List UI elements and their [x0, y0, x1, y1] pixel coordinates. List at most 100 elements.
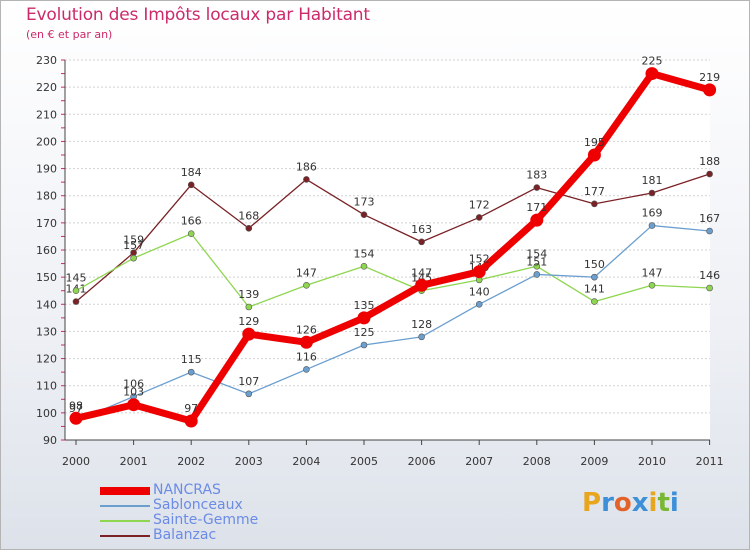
legend-item-sainte-gemme: Sainte-Gemme: [100, 513, 320, 528]
legend-swatch-sablonceaux: [100, 505, 150, 507]
x-tick-label-2006: 2006: [408, 455, 436, 468]
data-point-balanzac-2005: [360, 211, 368, 219]
data-label-sainte-gemme-2005: 154: [354, 247, 375, 260]
data-point-nancras-2005: [357, 311, 371, 325]
x-tick-label-2002: 2002: [177, 455, 205, 468]
data-point-balanzac-2002: [187, 181, 195, 189]
data-point-balanzac-2003: [245, 224, 253, 232]
data-point-sainte-gemme-2011: [706, 284, 713, 292]
x-tick-label-2010: 2010: [638, 455, 666, 468]
y-tick-label-190: 190: [36, 163, 57, 176]
proxiti-logo: Proxiti: [582, 488, 679, 518]
data-label-sablonceaux-2006: 128: [411, 318, 432, 331]
data-point-sainte-gemme-2005: [360, 262, 368, 270]
data-point-balanzac-2008: [533, 184, 541, 191]
legend-label-nancras: NANCRAS: [153, 482, 221, 498]
logo-letter: i: [648, 488, 658, 518]
y-tick-label-210: 210: [36, 108, 57, 121]
data-point-sainte-gemme-2010: [648, 281, 656, 289]
y-tick-label-150: 150: [36, 271, 57, 284]
x-tick-label-2005: 2005: [350, 455, 378, 468]
chart-subtitle: (en € et par an): [26, 28, 113, 41]
legend-item-nancras: NANCRAS: [100, 483, 320, 498]
y-tick-label-140: 140: [36, 298, 57, 311]
data-label-balanzac-2006: 163: [411, 223, 432, 236]
logo-letter: r: [601, 488, 614, 518]
x-tick-label-2009: 2009: [580, 455, 608, 468]
data-point-nancras-2006: [415, 278, 429, 292]
data-label-balanzac-2008: 183: [526, 169, 547, 182]
data-label-nancras-2005: 135: [354, 299, 375, 312]
data-point-sainte-gemme-2009: [591, 298, 598, 305]
data-label-balanzac-2007: 172: [469, 198, 490, 211]
data-label-sainte-gemme-2008: 154: [526, 247, 547, 260]
data-point-balanzac-2000: [72, 298, 80, 305]
x-tick-label-2008: 2008: [523, 455, 551, 468]
data-point-sainte-gemme-2004: [303, 281, 310, 289]
data-label-balanzac-2003: 168: [238, 209, 259, 222]
data-label-nancras-2011: 219: [699, 71, 720, 84]
legend-label-balanzac: Balanzac: [153, 527, 217, 543]
x-tick-label-2001: 2001: [120, 455, 148, 468]
data-point-nancras-2001: [127, 398, 141, 412]
data-label-nancras-2000: 98: [69, 399, 83, 412]
data-label-sablonceaux-2001: 106: [123, 378, 144, 391]
y-tick-label-230: 230: [36, 54, 57, 67]
y-tick-label-200: 200: [36, 135, 57, 148]
y-tick-label-130: 130: [36, 325, 57, 338]
data-point-sainte-gemme-2002: [187, 230, 195, 238]
data-point-nancras-2003: [242, 327, 256, 341]
data-point-nancras-2010: [645, 67, 659, 81]
data-point-nancras-2000: [69, 411, 83, 425]
data-point-sablonceaux-2003: [245, 390, 253, 398]
y-tick-label-180: 180: [36, 190, 57, 203]
data-point-sablonceaux-2004: [303, 366, 310, 373]
data-label-balanzac-2002: 184: [181, 166, 202, 179]
data-label-balanzac-2005: 173: [354, 196, 375, 209]
data-label-sainte-gemme-2003: 139: [238, 288, 259, 301]
data-label-sablonceaux-2011: 167: [699, 212, 720, 225]
y-tick-label-220: 220: [36, 81, 57, 94]
data-point-nancras-2008: [530, 213, 544, 227]
data-label-balanzac-2001: 159: [123, 234, 144, 247]
data-label-sablonceaux-2002: 115: [181, 353, 202, 366]
legend-label-sainte-gemme: Sainte-Gemme: [153, 512, 259, 528]
data-point-sablonceaux-2006: [418, 333, 425, 341]
x-tick-label-2003: 2003: [235, 455, 263, 468]
y-tick-label-120: 120: [36, 353, 57, 366]
data-point-sainte-gemme-2001: [130, 254, 137, 262]
data-point-sainte-gemme-2008: [533, 262, 541, 270]
data-point-nancras-2009: [587, 148, 601, 162]
logo-letter: P: [582, 488, 602, 518]
data-label-nancras-2004: 126: [296, 323, 317, 336]
data-label-nancras-2003: 129: [238, 315, 259, 328]
data-label-sablonceaux-2008: 151: [526, 255, 547, 268]
data-point-balanzac-2007: [475, 214, 483, 221]
data-label-sablonceaux-2003: 107: [238, 375, 259, 388]
y-tick-label-110: 110: [36, 380, 57, 393]
data-point-sablonceaux-2009: [591, 273, 598, 281]
logo-letter: t: [657, 488, 670, 518]
y-tick-label-90: 90: [43, 434, 57, 447]
data-point-nancras-2011: [703, 83, 717, 97]
legend-label-sablonceaux: Sablonceaux: [153, 497, 243, 513]
data-label-sainte-gemme-2010: 147: [642, 266, 663, 279]
chart-title: Evolution des Impôts locaux par Habitant: [26, 5, 370, 25]
data-label-nancras-2008: 171: [526, 201, 547, 214]
data-label-sablonceaux-2010: 169: [642, 207, 663, 220]
series-line-sablonceaux: [75, 224, 711, 422]
data-point-sablonceaux-2010: [648, 222, 656, 229]
data-point-balanzac-2006: [418, 238, 425, 246]
data-point-balanzac-2004: [303, 176, 310, 183]
data-label-sainte-gemme-2011: 146: [699, 269, 720, 282]
data-point-sablonceaux-2007: [475, 300, 483, 308]
data-label-nancras-2009: 195: [584, 136, 605, 149]
data-label-nancras-2007: 152: [469, 253, 490, 266]
data-label-nancras-2006: 147: [411, 266, 432, 279]
x-tick-label-2004: 2004: [292, 455, 320, 468]
data-point-sablonceaux-2011: [706, 227, 713, 235]
data-label-sablonceaux-2009: 150: [584, 258, 605, 271]
legend-item-sablonceaux: Sablonceaux: [100, 498, 320, 513]
data-point-sablonceaux-2008: [533, 271, 541, 278]
